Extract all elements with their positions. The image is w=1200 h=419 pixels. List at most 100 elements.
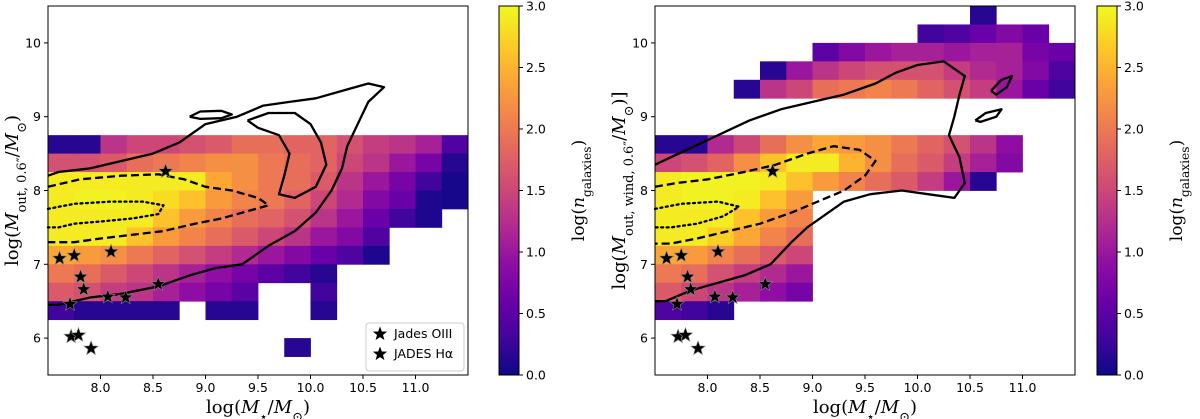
x-tick-label: 11.0 (402, 380, 430, 395)
heatmap-cell (970, 42, 997, 62)
heatmap-cell (760, 227, 787, 247)
heatmap-cell (707, 301, 735, 321)
colorbar-tick-label: 1.0 (1124, 245, 1144, 260)
data-star (764, 162, 781, 179)
heatmap-cell (389, 135, 416, 154)
heatmap-cell (838, 61, 866, 81)
heatmap-cell (126, 264, 154, 284)
heatmap-cell (891, 153, 918, 173)
data-star (66, 247, 83, 263)
heatmap-cell (786, 79, 813, 99)
heatmap-cell (655, 172, 682, 191)
heatmap-cell (389, 153, 416, 173)
heatmap-cell (415, 208, 443, 228)
heatmap-cell (231, 282, 259, 302)
heatmap-cell (284, 264, 311, 284)
heatmap-cell (707, 264, 735, 284)
heatmap-cell (786, 61, 813, 81)
x-tick-label: 9.0 (196, 380, 216, 395)
heatmap-cell (284, 245, 311, 265)
data-star (99, 288, 116, 304)
heatmap-cell (336, 227, 364, 247)
x-axis-label-left: log(M⋆/M⊙) (206, 397, 310, 419)
x-ticks-left: 8.0 8.5 9.0 9.5 10.0 10.5 11.0 (91, 375, 430, 395)
data-star (710, 243, 726, 259)
heatmap-cell (336, 172, 364, 191)
heatmap-cell (258, 245, 285, 265)
heatmap-cell (838, 172, 866, 191)
colorbar-tick-label: 1.0 (526, 245, 546, 260)
heatmap-cell (363, 153, 390, 173)
heatmap-cell (733, 282, 761, 302)
heatmap-cell (389, 190, 416, 210)
contour-dotted (46, 200, 165, 229)
heatmap-cell (415, 135, 443, 154)
heatmap-cell (363, 135, 390, 154)
data-star (117, 289, 134, 305)
heatmap-cell (231, 301, 259, 321)
heatmap-cell (310, 245, 338, 265)
heatmap-cell (100, 208, 128, 228)
heatmap-cell (48, 264, 75, 284)
heatmap-cell (891, 79, 918, 99)
heatmap-cell (943, 153, 971, 173)
data-star (669, 295, 685, 311)
y-axis-label-left: log(Mout, 0.6″/M⊙) (2, 115, 30, 266)
heatmap-cell (153, 301, 180, 321)
x-tick-label: 9.0 (803, 380, 823, 395)
heatmap-cell (681, 227, 708, 247)
heatmap-cell (179, 135, 206, 154)
heatmap-cell (74, 135, 101, 154)
heatmap-cell (943, 79, 971, 99)
heatmap-cell (1022, 79, 1050, 99)
heatmap-cell (205, 245, 233, 265)
heatmap-cell (943, 172, 971, 191)
heatmap-cell (970, 153, 997, 173)
data-star (673, 247, 690, 263)
colorbar-tick-label: 0.0 (1124, 368, 1144, 383)
heatmap-cell (284, 172, 311, 191)
heatmap-cell (48, 208, 75, 228)
heatmap-cell (812, 61, 840, 81)
heatmap-cell (179, 208, 206, 228)
y-ticks-right: 6 7 8 9 10 (632, 35, 655, 346)
colorbar-gradient (1096, 5, 1118, 376)
heatmap-cell (389, 208, 416, 228)
x-tick-label: 10.0 (904, 380, 932, 395)
heatmap-cell (891, 135, 918, 154)
data-star (658, 250, 675, 266)
heatmap-cells-right (655, 6, 1076, 321)
heatmap-cell (74, 190, 101, 210)
heatmap-cell (231, 264, 259, 284)
x-tick-label: 8.0 (698, 380, 718, 395)
heatmap-cell (258, 172, 285, 191)
heatmap-cell (48, 135, 75, 154)
heatmap-cell (707, 190, 735, 210)
heatmap-cell (153, 135, 180, 154)
heatmap-cell (336, 245, 364, 265)
heatmap-cell (733, 227, 761, 247)
heatmap-cell (786, 135, 813, 154)
heatmap-cell (284, 190, 311, 210)
heatmap-cell (996, 79, 1023, 99)
heatmap-cell (310, 227, 338, 247)
heatmap-cell (441, 135, 469, 154)
heatmap-cell (917, 61, 945, 81)
heatmap-cell (205, 190, 233, 210)
heatmap-cell (917, 79, 945, 99)
heatmap-cell (179, 245, 206, 265)
heatmap-cell (231, 227, 259, 247)
heatmap-cell (865, 153, 892, 173)
heatmap-cell (310, 135, 338, 154)
heatmap-cell (363, 172, 390, 191)
heatmap-cell (786, 282, 813, 302)
data-star (757, 275, 774, 291)
contour-dashed (47, 173, 270, 244)
heatmap-cell (733, 208, 761, 228)
heatmap-cell (917, 153, 945, 173)
heatmap-cell (733, 135, 761, 154)
heatmap-cell (258, 135, 285, 154)
heatmap-cell (812, 79, 840, 99)
heatmap-cell (970, 6, 997, 25)
contour-solid (990, 74, 1014, 96)
